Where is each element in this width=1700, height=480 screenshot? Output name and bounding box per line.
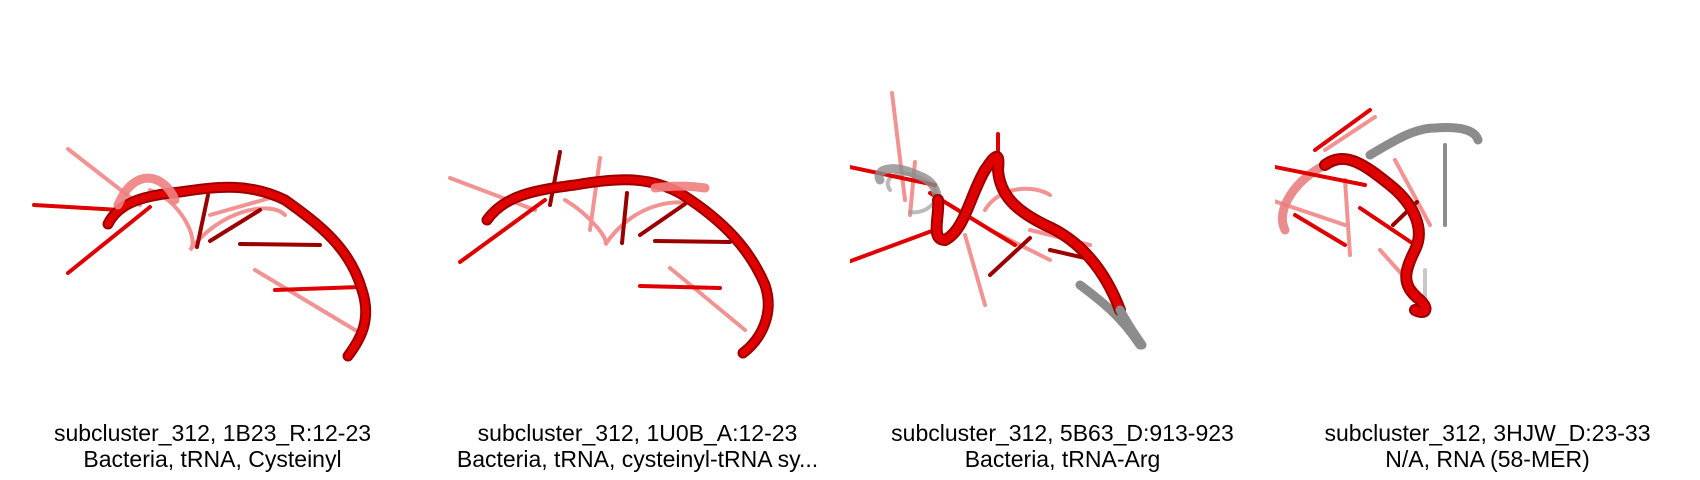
rna-structure-render-1 xyxy=(0,0,425,400)
rna-structure-render-4 xyxy=(1275,0,1700,400)
panel-title: subcluster_312, 1B23_R:12-23 xyxy=(0,420,425,446)
structure-panel-3: subcluster_312, 5B63_D:913-923 Bacteria,… xyxy=(850,0,1275,480)
structure-panel-2: subcluster_312, 1U0B_A:12-23 Bacteria, t… xyxy=(425,0,850,480)
rna-structure-render-2 xyxy=(425,0,850,400)
structure-panel-1: subcluster_312, 1B23_R:12-23 Bacteria, t… xyxy=(0,0,425,480)
rna-structure-render-3 xyxy=(850,0,1275,400)
panel-subtitle: Bacteria, tRNA, Cysteinyl xyxy=(0,446,425,472)
structure-panel-4: subcluster_312, 3HJW_D:23-33 N/A, RNA (5… xyxy=(1275,0,1700,480)
panel-title: subcluster_312, 3HJW_D:23-33 xyxy=(1275,420,1700,446)
panel-title: subcluster_312, 1U0B_A:12-23 xyxy=(425,420,850,446)
panel-subtitle: Bacteria, tRNA-Arg xyxy=(850,446,1275,472)
panel-title: subcluster_312, 5B63_D:913-923 xyxy=(850,420,1275,446)
panel-subtitle: N/A, RNA (58-MER) xyxy=(1275,446,1700,472)
panel-subtitle: Bacteria, tRNA, cysteinyl-tRNA sy... xyxy=(425,446,850,472)
